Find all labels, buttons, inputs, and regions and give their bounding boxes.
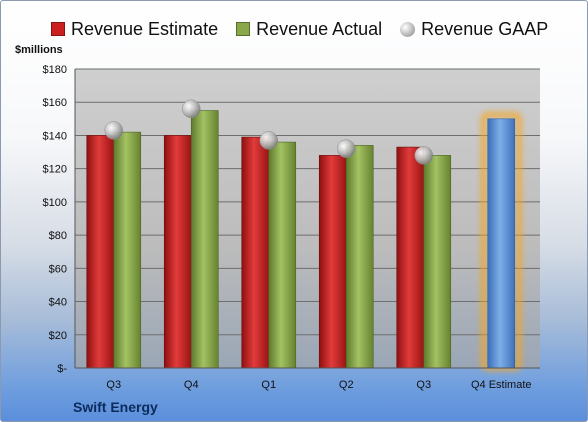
legend-marker-gaap: [400, 21, 416, 37]
x-tick-label: Q2: [339, 379, 354, 391]
x-tick-label: Q1: [261, 379, 276, 391]
bar-actual: [113, 131, 142, 369]
gridlines: [75, 68, 540, 336]
legend: Revenue Estimate Revenue Actual Revenue …: [51, 17, 566, 41]
bar-estimate: [163, 135, 192, 369]
bar-actual: [190, 110, 219, 369]
x-tick-label: Q4: [184, 379, 199, 391]
bar-actual: [423, 155, 452, 369]
legend-label-estimate: Revenue Estimate: [71, 18, 219, 39]
y-axis-units-label: $millions: [15, 44, 63, 56]
marker-gaap: [337, 139, 356, 158]
legend-item-estimate: Revenue Estimate: [51, 19, 218, 40]
marker-gaap: [182, 99, 201, 119]
bar-estimate: [318, 155, 347, 369]
y-tick-label: $120: [43, 164, 67, 176]
bars: [86, 110, 522, 372]
axes: $- $20 $40 $60 $80 $100 $120 $140 $160 $180 Q3 Q4 Q1…: [43, 64, 540, 391]
plot-area: [75, 69, 540, 368]
x-tick-label: Q4 Estimate: [471, 379, 532, 391]
bar-actual: [268, 141, 297, 369]
legend-swatch-actual: [236, 22, 251, 36]
legend-item-actual: Revenue Actual: [236, 19, 382, 40]
y-tick-label: $20: [49, 330, 67, 342]
company-name: Swift Energy: [73, 399, 158, 415]
bar-estimate: [86, 135, 115, 369]
legend-swatch-estimate: [51, 22, 65, 36]
y-tick-label: $80: [49, 230, 67, 242]
legend-item-gaap: Revenue GAAP: [400, 19, 548, 40]
gaap-markers: [104, 99, 433, 165]
bar-actual: [345, 145, 374, 369]
legend-label-gaap: Revenue GAAP: [421, 18, 549, 39]
bar-forecast: [487, 118, 516, 369]
x-tick-label: Q3: [416, 379, 431, 391]
marker-gaap: [414, 146, 433, 165]
y-tick-label: $160: [43, 97, 67, 109]
y-tick-label: $40: [49, 297, 67, 309]
marker-gaap: [259, 131, 278, 150]
y-tick-label: $140: [43, 130, 67, 142]
bar-estimate: [241, 136, 270, 369]
y-tick-label: $100: [43, 197, 67, 209]
x-tick-label: Q3: [106, 379, 121, 391]
marker-gaap: [104, 121, 123, 140]
y-tick-label: $180: [43, 64, 67, 76]
y-tick-label: $-: [57, 363, 67, 375]
bar-estimate: [396, 146, 425, 369]
y-tick-label: $60: [49, 263, 67, 275]
legend-label-actual: Revenue Actual: [256, 18, 383, 39]
